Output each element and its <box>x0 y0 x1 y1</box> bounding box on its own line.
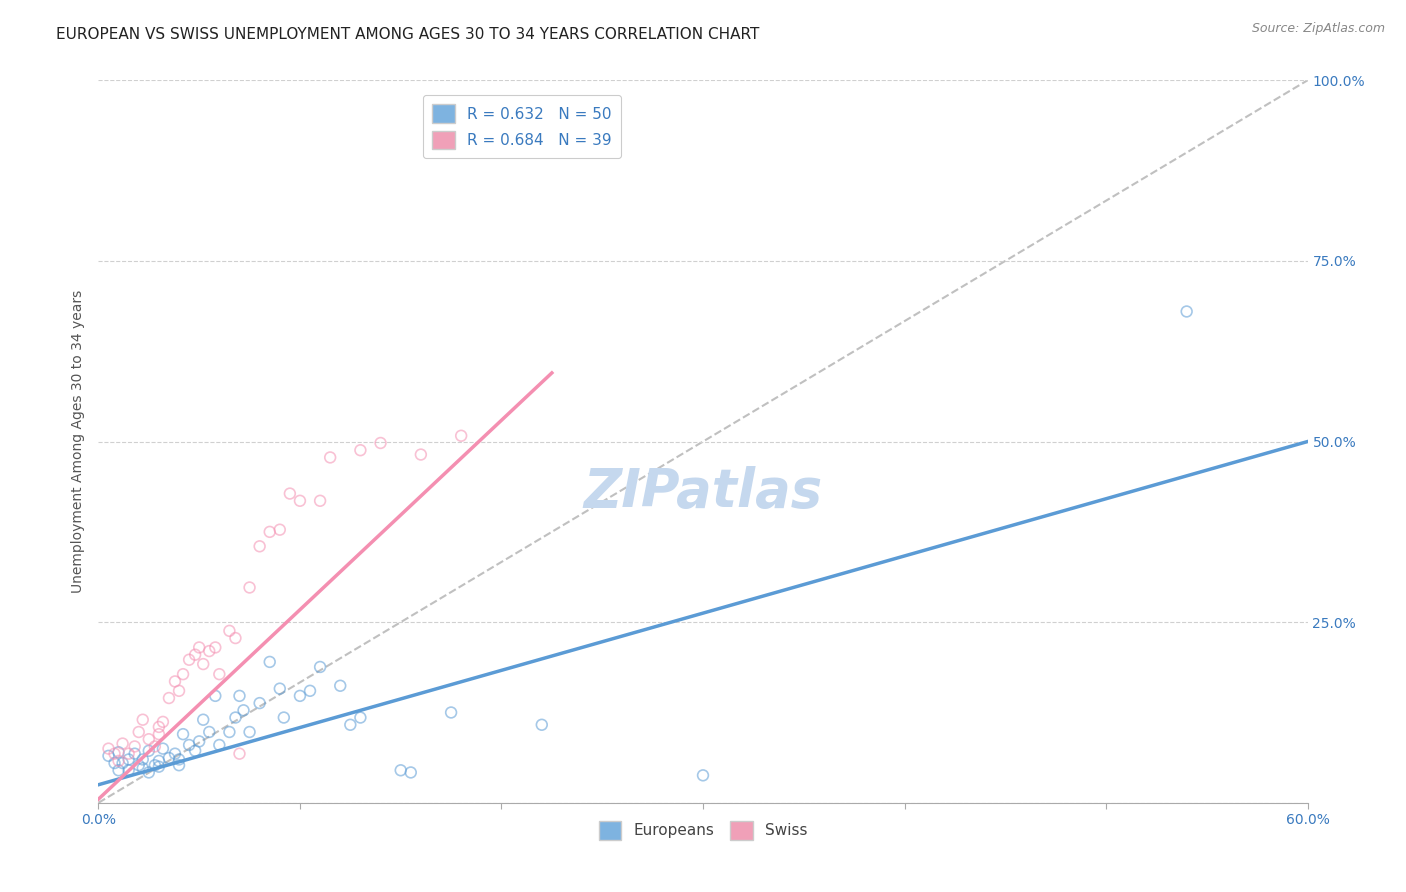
Point <box>204 640 226 655</box>
Point <box>389 764 412 778</box>
Point <box>111 737 134 751</box>
Point <box>440 706 463 720</box>
Point <box>193 713 215 727</box>
Point <box>148 760 170 774</box>
Point <box>163 747 186 761</box>
Point <box>152 741 174 756</box>
Point <box>409 448 432 462</box>
Point <box>184 648 207 662</box>
Point <box>299 683 322 698</box>
Point <box>138 765 160 780</box>
Point <box>148 720 170 734</box>
Point <box>103 756 125 770</box>
Point <box>218 725 240 739</box>
Point <box>132 761 155 775</box>
Point <box>249 696 271 710</box>
Point <box>204 689 226 703</box>
Point <box>198 725 221 739</box>
Point <box>450 429 472 443</box>
Point <box>179 653 201 667</box>
Point <box>288 689 311 703</box>
Point <box>224 710 246 724</box>
Legend: Europeans, Swiss: Europeans, Swiss <box>592 815 814 846</box>
Point <box>329 679 352 693</box>
Point <box>228 689 250 703</box>
Point <box>132 752 155 766</box>
Point <box>188 734 211 748</box>
Point <box>128 758 150 772</box>
Point <box>124 739 146 754</box>
Text: ZIPatlas: ZIPatlas <box>583 467 823 518</box>
Text: Source: ZipAtlas.com: Source: ZipAtlas.com <box>1251 22 1385 36</box>
Point <box>530 718 553 732</box>
Point <box>143 758 166 772</box>
Point <box>167 758 190 772</box>
Point <box>172 727 194 741</box>
Point <box>259 524 281 539</box>
Point <box>309 660 332 674</box>
Point <box>288 493 311 508</box>
Point <box>370 436 392 450</box>
Point <box>138 732 160 747</box>
Point <box>319 450 342 465</box>
Point <box>218 624 240 638</box>
Point <box>339 718 361 732</box>
Point <box>103 747 125 761</box>
Point <box>157 751 180 765</box>
Point <box>269 523 291 537</box>
Point <box>232 703 254 717</box>
Point <box>1175 304 1198 318</box>
Point <box>224 631 246 645</box>
Point <box>239 725 262 739</box>
Point <box>269 681 291 696</box>
Point <box>249 539 271 553</box>
Point <box>152 714 174 729</box>
Point <box>111 756 134 770</box>
Point <box>167 683 190 698</box>
Point <box>118 747 141 761</box>
Point <box>157 691 180 706</box>
Point <box>138 744 160 758</box>
Point <box>208 738 231 752</box>
Point <box>107 745 129 759</box>
Point <box>124 747 146 761</box>
Point <box>148 754 170 768</box>
Point <box>239 581 262 595</box>
Point <box>188 640 211 655</box>
Point <box>179 738 201 752</box>
Point <box>208 667 231 681</box>
Point <box>309 493 332 508</box>
Point <box>97 748 120 763</box>
Point <box>184 744 207 758</box>
Point <box>259 655 281 669</box>
Point <box>228 747 250 761</box>
Point <box>97 741 120 756</box>
Point <box>132 713 155 727</box>
Point <box>399 765 422 780</box>
Point <box>692 768 714 782</box>
Point <box>163 674 186 689</box>
Point <box>172 667 194 681</box>
Point <box>148 727 170 741</box>
Point <box>107 764 129 778</box>
Point <box>198 644 221 658</box>
Text: EUROPEAN VS SWISS UNEMPLOYMENT AMONG AGES 30 TO 34 YEARS CORRELATION CHART: EUROPEAN VS SWISS UNEMPLOYMENT AMONG AGE… <box>56 27 759 42</box>
Point <box>349 443 371 458</box>
Point <box>118 764 141 778</box>
Point <box>349 710 371 724</box>
Point <box>273 710 295 724</box>
Point <box>143 739 166 754</box>
Point <box>193 657 215 671</box>
Point <box>278 486 301 500</box>
Point <box>128 725 150 739</box>
Point <box>107 754 129 768</box>
Point <box>167 752 190 766</box>
Y-axis label: Unemployment Among Ages 30 to 34 years: Unemployment Among Ages 30 to 34 years <box>70 290 84 593</box>
Point <box>118 752 141 766</box>
